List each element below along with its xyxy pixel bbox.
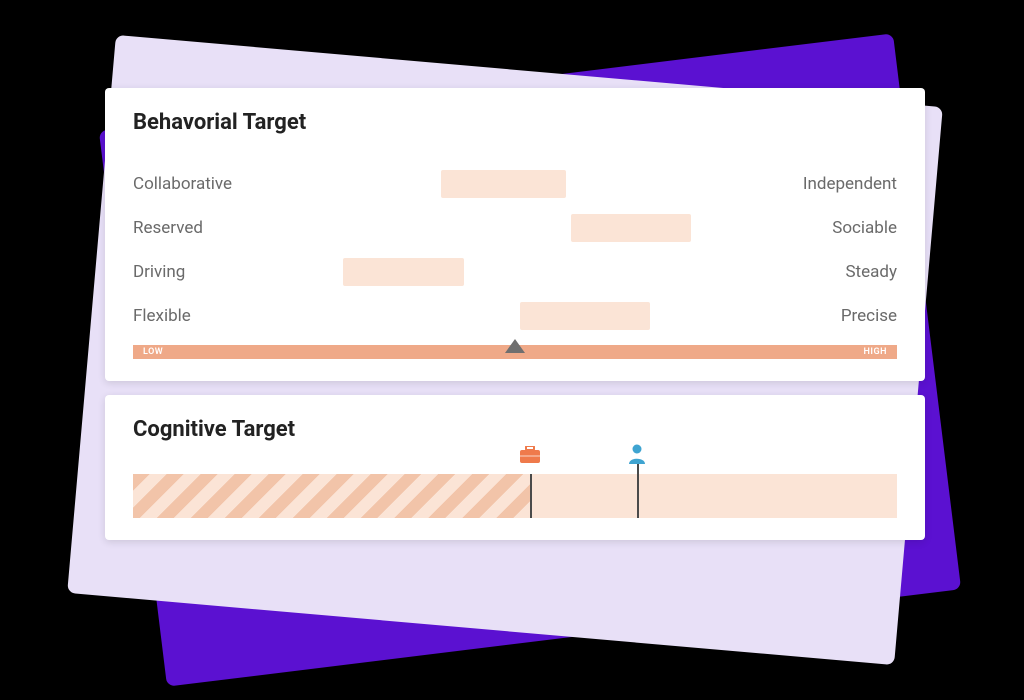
person-marker-icon <box>628 444 646 468</box>
trait-range-bar <box>571 214 692 242</box>
trait-row: Flexible Precise <box>133 295 897 337</box>
trait-left-label: Flexible <box>133 306 283 326</box>
trait-right-label: Sociable <box>747 218 897 238</box>
axis-line: LOW HIGH <box>133 345 897 359</box>
axis-center-marker <box>505 339 525 353</box>
trait-left-label: Driving <box>133 262 283 282</box>
person-icon <box>628 444 646 464</box>
trait-track <box>283 258 747 286</box>
trait-left-label: Collaborative <box>133 174 283 194</box>
axis-high-label: HIGH <box>864 347 887 357</box>
behavioral-target-card: Behavorial Target Collaborative Independe… <box>105 88 925 381</box>
cognitive-hatched-region <box>133 474 530 518</box>
trait-right-label: Steady <box>747 262 897 282</box>
trait-range-bar <box>343 258 464 286</box>
trait-track <box>283 214 747 242</box>
trait-right-label: Independent <box>747 174 897 194</box>
axis-low-label: LOW <box>143 347 163 357</box>
briefcase-icon <box>519 446 541 464</box>
trait-track <box>283 170 747 198</box>
axis-row: LOW HIGH <box>133 345 897 359</box>
trait-range-bar <box>520 302 650 330</box>
behavioral-title: Behavorial Target <box>133 110 897 135</box>
cognitive-target-card: Cognitive Target <box>105 395 925 540</box>
trait-row: Reserved Sociable <box>133 207 897 249</box>
cognitive-marker-line <box>637 460 639 518</box>
trait-range-bar <box>441 170 566 198</box>
trait-row: Driving Steady <box>133 251 897 293</box>
cards-container: Behavorial Target Collaborative Independe… <box>105 88 925 540</box>
cognitive-track-wrap <box>133 474 897 518</box>
briefcase-marker-icon <box>519 446 541 468</box>
trait-left-label: Reserved <box>133 218 283 238</box>
trait-right-label: Precise <box>747 306 897 326</box>
cognitive-marker-line <box>530 474 532 518</box>
trait-row: Collaborative Independent <box>133 163 897 205</box>
trait-track <box>283 302 747 330</box>
traits-list: Collaborative Independent Reserved Sociable… <box>133 163 897 337</box>
cognitive-title: Cognitive Target <box>133 417 897 442</box>
